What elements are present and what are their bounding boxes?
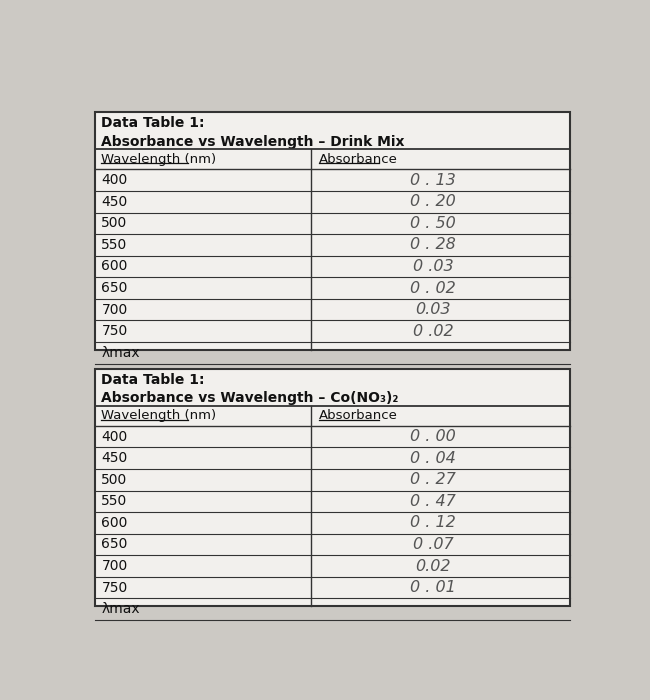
Text: 0 . 50: 0 . 50 — [410, 216, 456, 231]
Text: 600: 600 — [101, 516, 128, 530]
Text: Absorbance: Absorbance — [318, 409, 398, 422]
Text: Data Table 1:: Data Table 1: — [101, 372, 205, 386]
Text: 500: 500 — [101, 473, 127, 486]
Text: 700: 700 — [101, 559, 127, 573]
Text: 0 . 47: 0 . 47 — [410, 494, 456, 509]
Text: 0 . 12: 0 . 12 — [410, 515, 456, 531]
Text: 700: 700 — [101, 302, 127, 316]
Text: 400: 400 — [101, 174, 127, 187]
Text: 0 . 01: 0 . 01 — [410, 580, 456, 595]
Text: 450: 450 — [101, 452, 127, 466]
Text: Absorbance: Absorbance — [318, 153, 398, 165]
Text: 550: 550 — [101, 494, 127, 508]
Text: Absorbance vs Wavelength – Co(NO₃)₂: Absorbance vs Wavelength – Co(NO₃)₂ — [101, 391, 398, 405]
Text: Data Table 1:: Data Table 1: — [101, 116, 205, 130]
Text: 550: 550 — [101, 238, 127, 252]
Text: 0 .02: 0 .02 — [413, 323, 454, 339]
Bar — [95, 113, 569, 349]
Text: Wavelength (nm): Wavelength (nm) — [101, 409, 216, 422]
Text: 0.02: 0.02 — [415, 559, 451, 573]
Text: 0 .03: 0 .03 — [413, 259, 454, 274]
Text: 0 . 00: 0 . 00 — [410, 429, 456, 444]
Text: 0.03: 0.03 — [415, 302, 451, 317]
Text: 600: 600 — [101, 260, 128, 274]
Text: 650: 650 — [101, 281, 128, 295]
Text: 0 . 28: 0 . 28 — [410, 237, 456, 253]
Text: 750: 750 — [101, 580, 127, 594]
Text: 0 . 27: 0 . 27 — [410, 473, 456, 487]
Text: 400: 400 — [101, 430, 127, 444]
Text: λmax: λmax — [101, 602, 140, 616]
Text: Absorbance vs Wavelength – Drink Mix: Absorbance vs Wavelength – Drink Mix — [101, 135, 405, 149]
Text: 0 . 20: 0 . 20 — [410, 195, 456, 209]
Text: 450: 450 — [101, 195, 127, 209]
Text: 750: 750 — [101, 324, 127, 338]
Text: 0 . 04: 0 . 04 — [410, 451, 456, 466]
Text: 500: 500 — [101, 216, 127, 230]
Text: λmax: λmax — [101, 346, 140, 360]
Text: Wavelength (nm): Wavelength (nm) — [101, 153, 216, 165]
Bar — [95, 369, 569, 606]
Text: 650: 650 — [101, 538, 128, 552]
Text: 0 . 13: 0 . 13 — [410, 173, 456, 188]
Text: 0 .07: 0 .07 — [413, 537, 454, 552]
Text: 0 . 02: 0 . 02 — [410, 281, 456, 295]
